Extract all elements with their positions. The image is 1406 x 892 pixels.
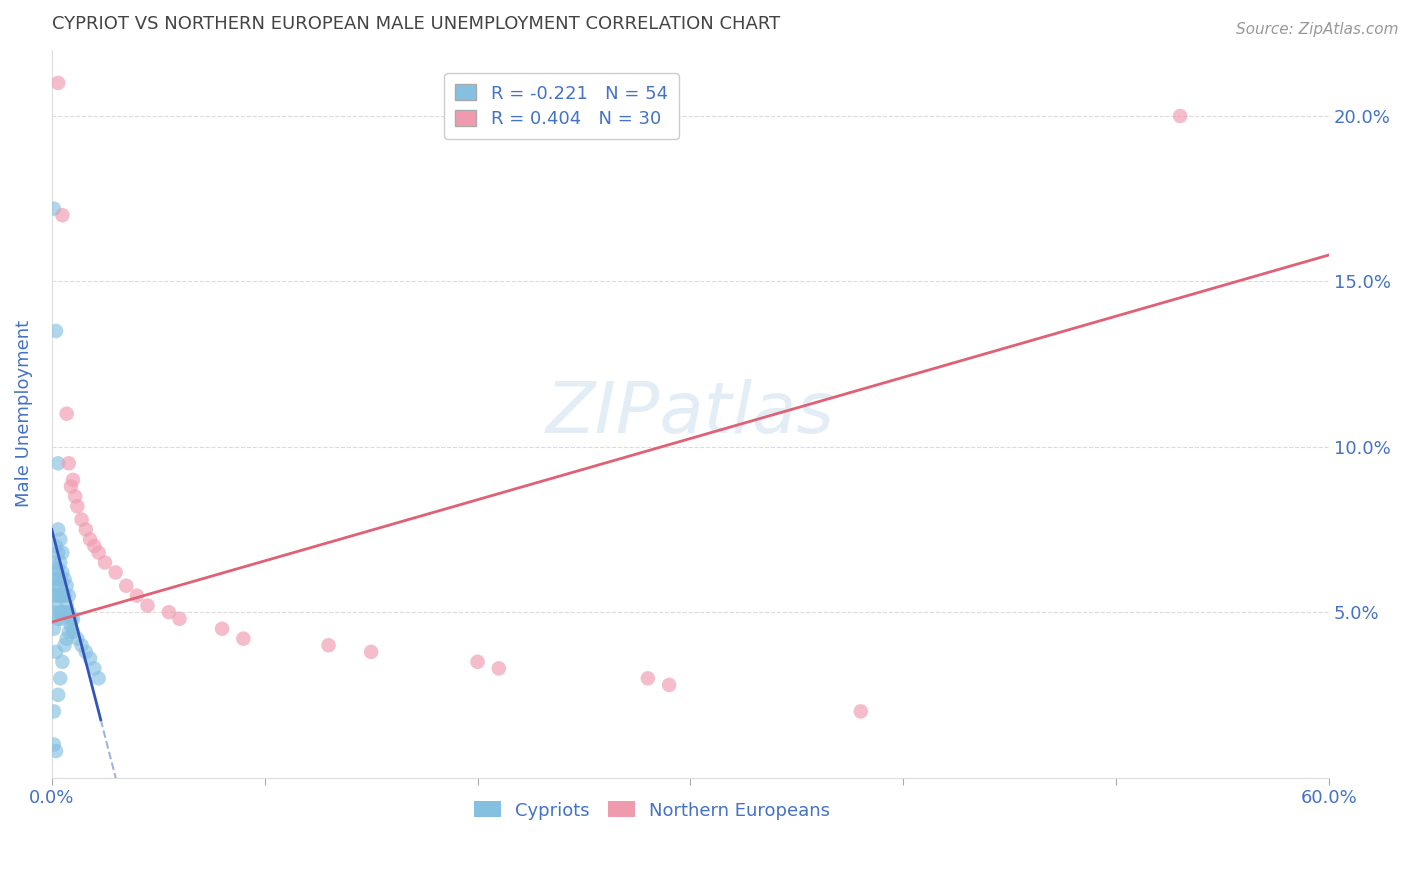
Text: ZIPatlas: ZIPatlas: [546, 379, 835, 448]
Point: [45, 539, 67, 553]
Point: [45, 566, 67, 580]
Point: [125, 589, 148, 603]
Point: [46, 76, 69, 90]
Point: [79, 533, 101, 547]
Point: [42, 738, 65, 752]
Point: [46, 612, 69, 626]
Point: [42, 705, 65, 719]
Point: [58, 605, 80, 619]
Point: [55, 599, 77, 613]
Point: [51, 589, 73, 603]
Point: [42, 605, 65, 619]
Point: [53, 605, 76, 619]
Point: [87, 671, 110, 685]
Legend: Cypriots, Northern Europeans: Cypriots, Northern Europeans: [467, 794, 838, 827]
Point: [157, 605, 180, 619]
Point: [169, 612, 191, 626]
Point: [75, 645, 97, 659]
Point: [53, 589, 76, 603]
Point: [46, 562, 69, 576]
Point: [46, 523, 69, 537]
Text: Source: ZipAtlas.com: Source: ZipAtlas.com: [1236, 22, 1399, 37]
Point: [49, 589, 72, 603]
Point: [51, 566, 73, 580]
Point: [488, 661, 510, 675]
Point: [59, 479, 82, 493]
Point: [45, 579, 67, 593]
Point: [83, 539, 105, 553]
Point: [42, 589, 65, 603]
Point: [53, 572, 76, 586]
Point: [62, 473, 84, 487]
Point: [58, 589, 80, 603]
Point: [51, 612, 73, 626]
Point: [637, 671, 659, 685]
Point: [45, 599, 67, 613]
Point: [1168, 109, 1191, 123]
Point: [49, 572, 72, 586]
Point: [42, 202, 65, 216]
Point: [467, 655, 489, 669]
Point: [46, 456, 69, 470]
Point: [45, 645, 67, 659]
Point: [83, 661, 105, 675]
Point: [42, 622, 65, 636]
Point: [42, 572, 65, 586]
Point: [59, 612, 82, 626]
Point: [87, 546, 110, 560]
Point: [46, 579, 69, 593]
Point: [59, 618, 82, 632]
Text: CYPRIOT VS NORTHERN EUROPEAN MALE UNEMPLOYMENT CORRELATION CHART: CYPRIOT VS NORTHERN EUROPEAN MALE UNEMPL…: [52, 15, 780, 33]
Point: [63, 489, 86, 503]
Point: [49, 533, 72, 547]
Point: [55, 407, 77, 421]
Point: [66, 632, 89, 646]
Point: [232, 632, 254, 646]
Point: [49, 556, 72, 570]
Point: [51, 546, 73, 560]
Point: [94, 556, 117, 570]
Point: [658, 678, 681, 692]
Point: [46, 546, 69, 560]
Point: [136, 599, 159, 613]
Point: [70, 638, 93, 652]
Point: [42, 556, 65, 570]
Point: [46, 589, 69, 603]
Point: [49, 605, 72, 619]
Point: [51, 655, 73, 669]
Point: [79, 651, 101, 665]
Point: [49, 671, 72, 685]
Point: [66, 500, 89, 514]
Point: [115, 579, 138, 593]
Point: [104, 566, 127, 580]
Point: [45, 744, 67, 758]
Point: [58, 625, 80, 640]
Point: [51, 208, 73, 222]
Point: [318, 638, 340, 652]
Point: [55, 632, 77, 646]
Point: [70, 512, 93, 526]
Point: [62, 612, 84, 626]
Point: [849, 705, 872, 719]
Point: [46, 688, 69, 702]
Point: [62, 625, 84, 640]
Y-axis label: Male Unemployment: Male Unemployment: [15, 320, 32, 508]
Point: [53, 638, 76, 652]
Point: [75, 523, 97, 537]
Point: [45, 324, 67, 338]
Point: [211, 622, 233, 636]
Point: [55, 579, 77, 593]
Point: [58, 456, 80, 470]
Point: [360, 645, 382, 659]
